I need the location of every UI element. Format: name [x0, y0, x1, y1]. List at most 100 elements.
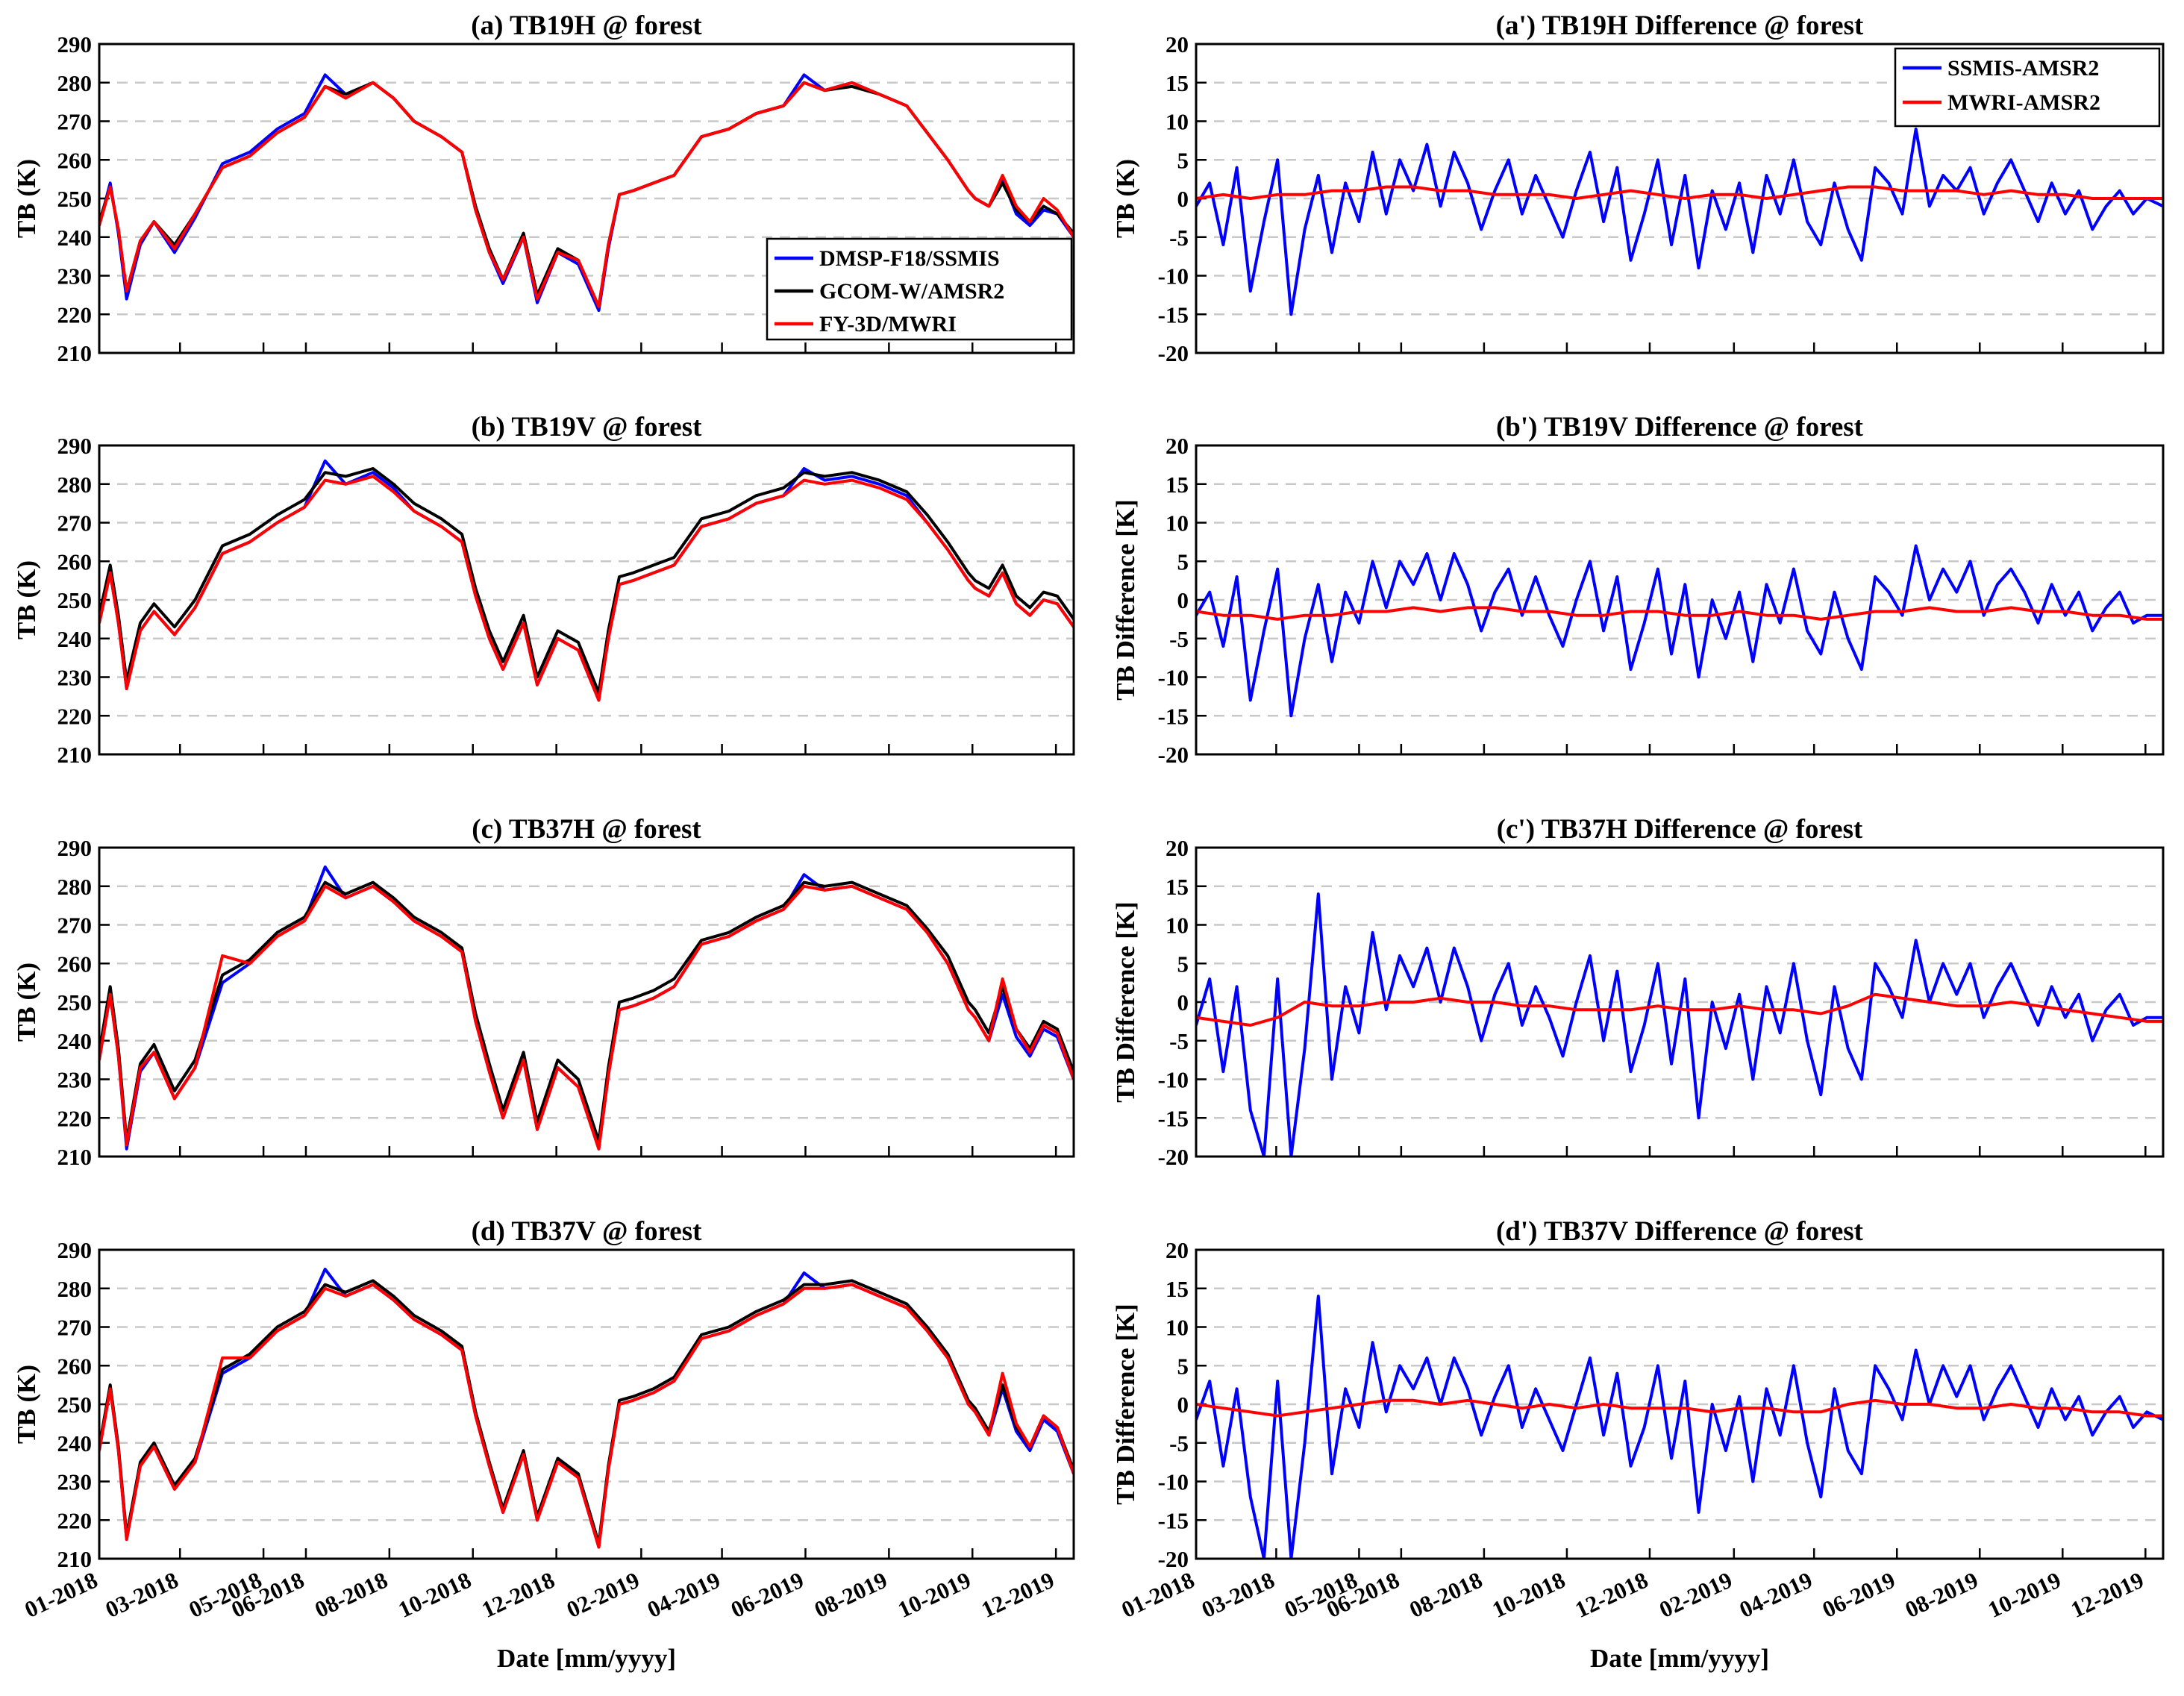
x-tick-label: 04-2019 [643, 1567, 724, 1623]
y-tick-label: 260 [57, 548, 93, 575]
panel-title: (b) TB19V @ forest [472, 412, 703, 442]
legend-box [766, 237, 1073, 341]
y-tick-label: 290 [57, 1237, 93, 1263]
y-tick-label: 0 [1177, 989, 1189, 1016]
series-line-fy-3d-mwri [99, 475, 1074, 702]
y-tick-label: 260 [57, 147, 93, 173]
panel-title: (a) TB19H @ forest [471, 10, 702, 41]
series-line-mwri-amsr2 [1196, 992, 2163, 1027]
y-tick-label: 5 [1177, 548, 1189, 575]
y-tick-label: 230 [57, 1469, 93, 1495]
y-tick-label: 10 [1165, 1315, 1189, 1341]
y-tick-label: 230 [57, 1067, 93, 1093]
series-line-gcom-w-amsr2 [99, 467, 1074, 695]
series-line-fy-3d-mwri [99, 81, 1074, 308]
y-tick-label: 280 [57, 874, 93, 900]
y-tick-label: -15 [1158, 301, 1189, 328]
y-tick-label: -20 [1158, 340, 1189, 366]
y-tick-label: -20 [1158, 1144, 1189, 1170]
y-tick-label: 20 [1165, 1237, 1189, 1263]
x-tick-label: 10-2018 [1488, 1567, 1568, 1623]
panel-title: (c) TB37H @ forest [472, 814, 701, 845]
axes-frame [98, 444, 1075, 756]
panel-a2: -20 -15 -10 -5 0 5 10 15 20 (a') TB19H Difference… [1111, 10, 2165, 366]
y-tick-label: 220 [57, 301, 93, 328]
y-tick-label: 15 [1165, 70, 1189, 96]
y-tick-label: 210 [57, 340, 93, 366]
y-tick-label: -5 [1169, 1430, 1189, 1456]
x-tick-label: 10-2019 [894, 1567, 974, 1623]
panel-b: 210 220 230 240 250 260 270 280 290 (b) TB19V @ f… [12, 412, 1075, 768]
panel-c2: -20 -15 -10 -5 0 5 10 15 20 (c') TB37H Difference… [1111, 814, 2165, 1170]
y-tick-label: 10 [1165, 913, 1189, 939]
series-line-mwri-amsr2 [1196, 606, 2163, 621]
y-tick-label: 15 [1165, 874, 1189, 900]
legend-label: DMSP-F18/SSMIS [819, 246, 1000, 271]
y-tick-label: 230 [57, 665, 93, 691]
y-tick-label: 5 [1177, 951, 1189, 977]
x-tick-label: 12-2019 [977, 1567, 1058, 1623]
y-tick-label: 290 [57, 835, 93, 861]
y-tick-label: -15 [1158, 703, 1189, 729]
axes-frame [98, 1248, 1075, 1560]
panel-a: 210 220 230 240 250 260 270 280 290 (a) TB19H @ f… [12, 10, 1075, 366]
y-axis-label: TB (K) [12, 159, 41, 238]
y-tick-label: 250 [57, 587, 93, 613]
x-tick-label: 04-2019 [1736, 1567, 1816, 1623]
y-axis-label: TB Difference [K] [1111, 1304, 1140, 1505]
y-tick-label: 210 [57, 1144, 93, 1170]
y-tick-label: 0 [1177, 587, 1189, 613]
x-tick-label: 12-2018 [1571, 1567, 1651, 1623]
y-tick-label: -10 [1158, 1067, 1189, 1093]
y-axis-label: TB (K) [12, 560, 41, 639]
y-tick-label: -10 [1158, 263, 1189, 290]
y-tick-label: 220 [57, 703, 93, 729]
y-tick-label: 220 [57, 1507, 93, 1533]
x-tick-label: 03-2018 [101, 1567, 182, 1623]
x-tick-label: 08-2018 [310, 1567, 391, 1623]
axes-frame [1195, 846, 2165, 1158]
legend-label: GCOM-W/AMSR2 [819, 279, 1004, 304]
y-tick-label: 240 [57, 1028, 93, 1054]
series-line-mwri-amsr2 [1196, 185, 2163, 200]
y-tick-label: 10 [1165, 109, 1189, 135]
legend-label: MWRI-AMSR2 [1947, 90, 2100, 115]
x-tick-label: 01-2018 [21, 1567, 101, 1623]
axes-frame [98, 846, 1075, 1158]
x-tick-label: 08-2019 [810, 1567, 891, 1623]
x-tick-label: 01-2018 [1118, 1567, 1198, 1623]
y-axis-label: TB Difference [K] [1111, 499, 1140, 701]
axes-frame [1195, 43, 2165, 354]
y-axis-label: TB (K) [12, 963, 41, 1042]
y-tick-label: 10 [1165, 510, 1189, 536]
y-tick-label: 240 [57, 225, 93, 251]
y-tick-label: 0 [1177, 186, 1189, 212]
legend: SSMIS-AMSR2 MWRI-AMSR2 [1894, 47, 2161, 128]
panel-title: (d) TB37V @ forest [472, 1216, 703, 1247]
y-tick-label: 290 [57, 433, 93, 459]
y-tick-label: -20 [1158, 1546, 1189, 1572]
y-tick-label: 210 [57, 1546, 93, 1572]
x-tick-label: 06-2019 [1818, 1567, 1899, 1623]
y-tick-label: 20 [1165, 433, 1189, 459]
y-axis-label: TB (K) [12, 1365, 41, 1444]
y-tick-label: 250 [57, 1392, 93, 1418]
y-tick-label: 20 [1165, 835, 1189, 861]
x-tick-label: 06-2019 [727, 1567, 807, 1623]
y-tick-label: 270 [57, 510, 93, 536]
y-tick-label: -15 [1158, 1507, 1189, 1533]
y-tick-label: -20 [1158, 742, 1189, 768]
panel-b2: -20 -15 -10 -5 0 5 10 15 20 (b') TB19V Difference… [1111, 412, 2165, 768]
panel-title: (c') TB37H Difference @ forest [1497, 814, 1863, 845]
y-tick-label: 230 [57, 263, 93, 290]
legend-label: SSMIS-AMSR2 [1947, 56, 2099, 81]
y-tick-label: 260 [57, 1353, 93, 1379]
panel-d: 210 220 230 240 250 260 270 280 290 01-2018 03-201… [12, 1216, 1075, 1673]
y-tick-label: 5 [1177, 147, 1189, 173]
axes-frame [98, 43, 1075, 354]
y-tick-label: 270 [57, 913, 93, 939]
panel-c: 210 220 230 240 250 260 270 280 290 (c) TB37H @ f… [12, 814, 1075, 1170]
x-tick-label: 12-2018 [478, 1567, 558, 1623]
series-line-ssmis-amsr2 [1196, 544, 2163, 718]
